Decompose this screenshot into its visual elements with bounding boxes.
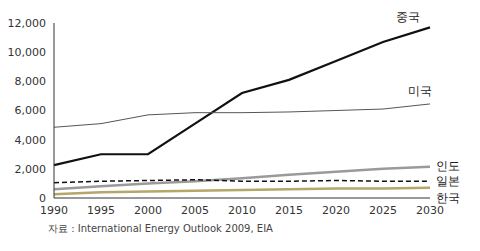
svg-text:0: 0 xyxy=(39,192,46,205)
svg-text:2005: 2005 xyxy=(181,204,209,217)
svg-text:1995: 1995 xyxy=(87,204,115,217)
svg-text:1990: 1990 xyxy=(40,204,68,217)
svg-text:2020: 2020 xyxy=(322,204,350,217)
svg-text:인도: 인도 xyxy=(436,159,460,173)
svg-text:8,000: 8,000 xyxy=(15,75,47,88)
svg-text:2000: 2000 xyxy=(134,204,162,217)
svg-text:4,000: 4,000 xyxy=(15,134,47,147)
svg-text:2,000: 2,000 xyxy=(15,163,47,176)
svg-text:미국: 미국 xyxy=(408,84,432,98)
svg-text:6,000: 6,000 xyxy=(15,104,47,117)
svg-text:2015: 2015 xyxy=(275,204,303,217)
svg-text:10,000: 10,000 xyxy=(8,46,46,59)
svg-text:2025: 2025 xyxy=(369,204,397,217)
svg-text:2030: 2030 xyxy=(416,204,444,217)
svg-text:2010: 2010 xyxy=(228,204,256,217)
svg-text:12,000: 12,000 xyxy=(8,17,46,30)
html-text:자료 : International Energy Outl: 자료 : International Energy Outlook 2009, … xyxy=(48,223,273,234)
svg-text:한국: 한국 xyxy=(436,191,460,205)
svg-text:중국: 중국 xyxy=(396,10,420,24)
svg-text:일본: 일본 xyxy=(436,174,460,188)
